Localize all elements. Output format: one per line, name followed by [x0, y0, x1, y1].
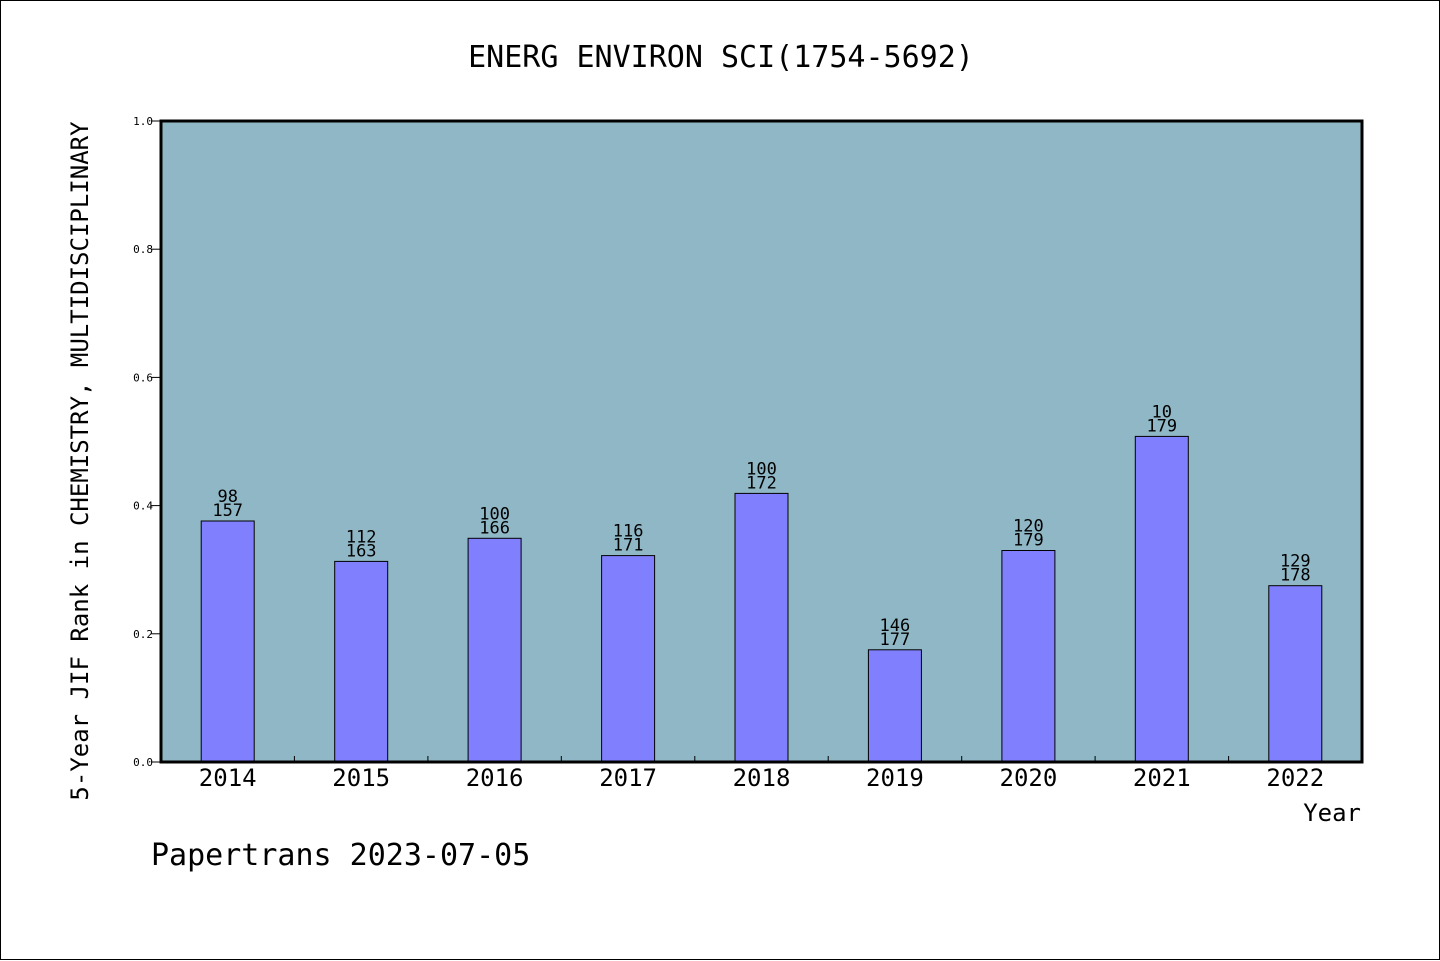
x-axis-ticks: 2014 2015 2016 2017 2018 2019 2020 2021 2022	[199, 756, 1324, 792]
bar	[601, 555, 656, 763]
data-label-total: 179	[1013, 531, 1044, 551]
data-label-total: 178	[1280, 566, 1311, 586]
x-tick-label: 2019	[866, 764, 924, 792]
data-label-rank: 10	[1152, 402, 1172, 422]
y-tick-label: 0.6	[133, 371, 153, 384]
x-tick-label: 2021	[1133, 764, 1191, 792]
chart-title: ENERG ENVIRON SCI(1754-5692)	[468, 40, 974, 75]
x-tick-label: 2020	[1000, 764, 1058, 792]
x-tick-label: 2018	[733, 764, 791, 792]
data-label-total: 172	[746, 473, 777, 493]
data-label-total: 166	[479, 518, 510, 538]
bar	[867, 649, 922, 763]
footer-credit: Papertrans 2023-07-05	[151, 838, 530, 873]
bar	[1001, 550, 1056, 763]
data-label-rank: 112	[346, 527, 377, 547]
y-axis-label: 5-Year JIF Rank in CHEMISTRY, MULTIDISCI…	[66, 121, 94, 801]
data-label-total: 163	[346, 541, 377, 561]
data-label-rank: 129	[1280, 552, 1311, 572]
data-label-rank: 100	[479, 504, 510, 524]
y-tick-label: 0.2	[133, 628, 153, 641]
bar	[334, 560, 389, 763]
bar	[200, 520, 255, 763]
y-tick-label: 0.8	[133, 243, 153, 256]
bar	[1268, 585, 1323, 763]
y-axis-ticks: 0.0 0.2 0.4 0.6 0.8 1.0	[133, 115, 161, 769]
plot-border	[159, 119, 1364, 764]
data-label-total: 177	[880, 630, 911, 650]
y-tick-label: 0.4	[133, 500, 153, 513]
x-tick-label: 2017	[599, 764, 657, 792]
x-tick-label: 2022	[1266, 764, 1324, 792]
data-label-total: 171	[613, 536, 644, 556]
data-label-rank: 146	[880, 616, 911, 636]
data-label-rank: 116	[613, 522, 644, 542]
bars-layer	[200, 435, 1323, 763]
bar	[1134, 435, 1189, 763]
x-tick-label: 2014	[199, 764, 257, 792]
y-tick-label: 0.0	[133, 756, 153, 769]
data-label-rank: 120	[1013, 517, 1044, 537]
data-label-total: 179	[1146, 416, 1177, 436]
data-label-total: 157	[212, 501, 243, 521]
x-tick-label: 2016	[466, 764, 524, 792]
y-tick-label: 1.0	[133, 115, 153, 128]
bar	[734, 492, 789, 763]
data-label-rank: 98	[217, 487, 237, 507]
data-label-rank: 100	[746, 459, 777, 479]
x-tick-label: 2015	[332, 764, 390, 792]
x-axis-label: Year	[1303, 799, 1361, 827]
bar	[467, 537, 522, 763]
